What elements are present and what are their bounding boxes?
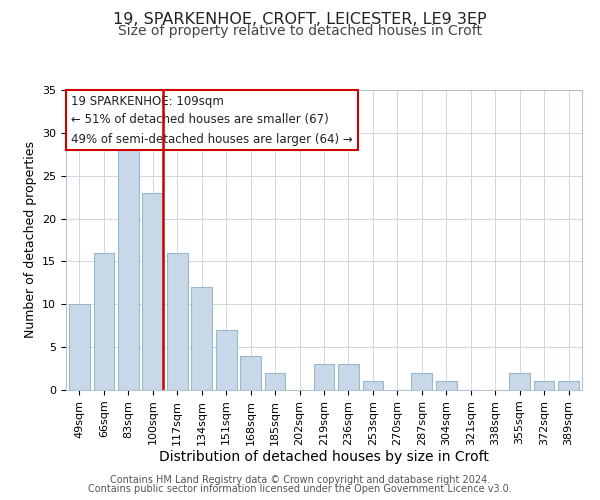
Bar <box>314 364 334 390</box>
Text: 19 SPARKENHOE: 109sqm
← 51% of detached houses are smaller (67)
49% of semi-deta: 19 SPARKENHOE: 109sqm ← 51% of detached … <box>71 94 353 146</box>
Text: Size of property relative to detached houses in Croft: Size of property relative to detached ho… <box>118 24 482 38</box>
Bar <box>338 364 359 390</box>
Bar <box>167 253 188 390</box>
Bar <box>362 382 383 390</box>
Bar <box>240 356 261 390</box>
X-axis label: Distribution of detached houses by size in Croft: Distribution of detached houses by size … <box>159 450 489 464</box>
Bar <box>191 287 212 390</box>
Bar <box>436 382 457 390</box>
Bar <box>142 193 163 390</box>
Bar <box>94 253 114 390</box>
Bar <box>69 304 90 390</box>
Text: Contains HM Land Registry data © Crown copyright and database right 2024.: Contains HM Land Registry data © Crown c… <box>110 475 490 485</box>
Text: Contains public sector information licensed under the Open Government Licence v3: Contains public sector information licen… <box>88 484 512 494</box>
Bar <box>509 373 530 390</box>
Text: 19, SPARKENHOE, CROFT, LEICESTER, LE9 3EP: 19, SPARKENHOE, CROFT, LEICESTER, LE9 3E… <box>113 12 487 28</box>
Bar <box>534 382 554 390</box>
Bar <box>216 330 236 390</box>
Y-axis label: Number of detached properties: Number of detached properties <box>23 142 37 338</box>
Bar <box>412 373 432 390</box>
Bar <box>265 373 286 390</box>
Bar <box>118 142 139 390</box>
Bar <box>558 382 579 390</box>
